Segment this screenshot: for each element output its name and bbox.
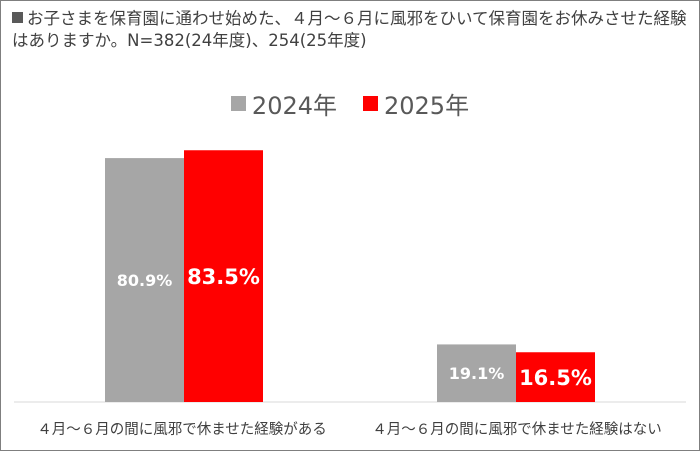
- title-bullet-icon: [12, 12, 23, 23]
- data-label-2025年-1: 16.5%: [519, 366, 592, 390]
- legend-item-2025: 2025年: [363, 86, 469, 121]
- data-label-2024年-1: 19.1%: [449, 364, 505, 383]
- bar-2025年-0: [184, 150, 263, 402]
- chart-title: お子さまを保育園に通わせ始めた、４月～６月に風邪をひいて保育園をお休みさせた経験…: [12, 8, 692, 52]
- category-label-1: ４月～６月の間に風邪で休ませた経験はない: [372, 422, 662, 438]
- bar-2024年-1: [437, 344, 516, 402]
- bar-2024年-0: [105, 158, 184, 402]
- data-label-2024年-0: 80.9%: [117, 271, 173, 290]
- category-label-0: ４月～６月の間に風邪で休ませた経験がある: [37, 422, 327, 438]
- legend: 2024年 2025年: [0, 86, 700, 121]
- legend-label-2024: 2024年: [251, 92, 337, 120]
- data-label-2025年-0: 83.5%: [187, 265, 260, 289]
- legend-swatch-2025: [363, 96, 378, 111]
- bar-2025年-1: [516, 352, 595, 402]
- legend-label-2025: 2025年: [384, 92, 470, 120]
- chart-title-text: お子さまを保育園に通わせ始めた、４月～６月に風邪をひいて保育園をお休みさせた経験…: [12, 9, 687, 50]
- legend-item-2024: 2024年: [230, 86, 337, 121]
- legend-swatch-2024: [230, 96, 246, 111]
